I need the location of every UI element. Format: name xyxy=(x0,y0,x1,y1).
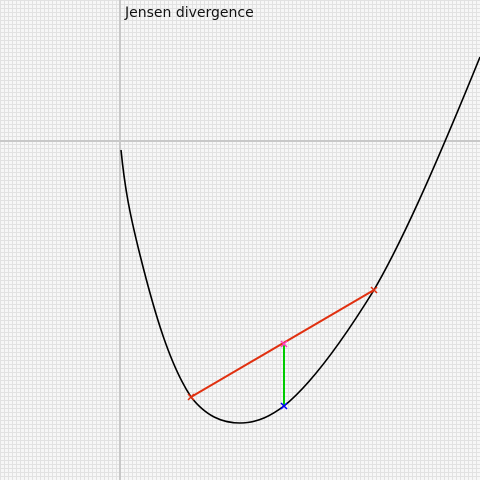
convex-function-curve xyxy=(121,57,480,423)
right-endpoint-marker xyxy=(371,287,377,293)
left-endpoint-marker xyxy=(188,394,194,400)
